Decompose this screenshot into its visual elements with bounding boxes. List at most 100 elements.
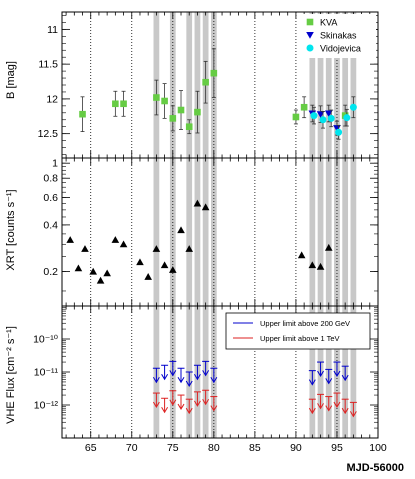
- optical-point: [79, 110, 86, 118]
- shaded-band: [317, 12, 324, 438]
- xrt-point: [177, 226, 185, 234]
- xrt-point: [185, 245, 194, 252]
- optical-point: [185, 123, 193, 131]
- optical-point: [112, 100, 119, 108]
- shaded-band: [186, 12, 193, 438]
- optical-legend: KVA Skinakas Vidojevica: [302, 14, 376, 58]
- upper-limit-arrow: [333, 361, 341, 378]
- y-tick-label: 0.8: [43, 173, 58, 185]
- upper-limit-head: [333, 401, 341, 409]
- x-tick-label: 65: [85, 442, 97, 454]
- upper-limit-head: [185, 407, 193, 415]
- legend-box: [302, 14, 376, 58]
- y-tick-label: 11: [47, 24, 58, 36]
- upper-limit-head: [341, 407, 349, 415]
- x-tick-label: 75: [167, 442, 179, 454]
- optical-point: [343, 114, 351, 122]
- y-tick-label: 10⁻¹¹: [34, 367, 59, 379]
- upper-limit-arrow: [210, 367, 218, 384]
- optical-point: [349, 103, 357, 111]
- optical-point: [327, 114, 335, 122]
- upper-limit-head: [185, 380, 193, 387]
- upper-limit-arrow: [317, 361, 325, 378]
- upper-limit-arrow: [202, 360, 210, 377]
- upper-limit-arrow: [317, 393, 325, 410]
- optical-point: [292, 113, 300, 121]
- optical-point: [153, 94, 160, 101]
- upper-limit-head: [317, 370, 324, 378]
- upper-limit-head: [210, 376, 218, 384]
- xrt-point: [136, 258, 144, 266]
- legend-marker: [306, 18, 314, 26]
- xrt-point: [193, 199, 202, 207]
- upper-limit-arrow: [152, 367, 160, 384]
- legend-marker: [306, 32, 314, 39]
- x-tick-label: 85: [249, 442, 261, 454]
- y-tick-label: 12: [46, 93, 58, 105]
- vhe-ylabel: VHE Flux [cm⁻² s⁻¹]: [5, 326, 17, 424]
- xrt-point: [144, 273, 152, 280]
- upper-limit-head: [152, 376, 160, 384]
- legend-label: KVA: [320, 18, 337, 28]
- xrt-point: [201, 203, 210, 211]
- shaded-band: [342, 12, 349, 438]
- upper-limit-head: [169, 370, 177, 377]
- optical-point: [194, 108, 201, 116]
- xrt-point: [119, 240, 128, 248]
- axis-ticks: 65 70 75 80 85 90 95 100 11 11.5 12 12.5 0.2 0.4 0.6 0.…: [33, 12, 387, 454]
- upper-limit-arrow: [210, 396, 218, 412]
- optical-point: [169, 115, 177, 122]
- upper-limit-head: [177, 403, 185, 411]
- upper-limit-head: [325, 405, 333, 412]
- y-tick-label: 11.5: [38, 59, 58, 71]
- upper-limit-head: [308, 379, 316, 386]
- upper-limit-head: [333, 370, 341, 378]
- legend-box: [225, 312, 371, 350]
- x-tick-label: 90: [290, 442, 302, 454]
- shaded-band: [202, 12, 209, 438]
- optical-point: [210, 69, 218, 77]
- legend-label: Skinakas: [320, 31, 357, 41]
- upper-limit-arrow: [341, 365, 349, 382]
- shaded-band: [350, 12, 357, 438]
- x-tick-label: 80: [208, 442, 220, 454]
- xrt-point: [74, 264, 83, 272]
- upper-limit-arrow: [169, 390, 177, 406]
- optical-point: [300, 103, 308, 111]
- upper-limit-arrow: [202, 389, 210, 406]
- upper-limit-head: [325, 378, 333, 385]
- x-tick-label: 70: [126, 442, 138, 454]
- upper-limit-arrow: [341, 398, 349, 415]
- xrt-point: [111, 236, 120, 243]
- shaded-band: [194, 12, 201, 438]
- upper-limit-arrow: [325, 396, 333, 412]
- upper-limit-arrow: [308, 370, 316, 386]
- x-tick-label: 100: [369, 442, 387, 454]
- optical-point: [319, 116, 327, 124]
- xrt-point: [324, 243, 333, 251]
- upper-limit-arrow: [169, 360, 177, 377]
- optical-point: [161, 97, 168, 105]
- upper-limit-arrow: [161, 364, 169, 381]
- xrt-point: [160, 261, 169, 269]
- legend-label: Upper limit above 1 TeV: [260, 334, 340, 343]
- upper-limit-head: [349, 411, 357, 418]
- x-axis-label: MJD-56000: [347, 462, 404, 474]
- upper-limit-head: [152, 401, 160, 409]
- legend-label: Vidojevica: [320, 44, 361, 54]
- upper-limit-head: [161, 407, 169, 414]
- optical-point: [324, 110, 333, 118]
- upper-limit-head: [177, 376, 185, 384]
- upper-limit-arrow: [152, 392, 160, 409]
- upper-limit-arrow: [193, 391, 201, 407]
- upper-limit-arrow: [185, 371, 193, 387]
- upper-limit-arrow: [177, 394, 185, 411]
- upper-limit-head: [193, 400, 201, 407]
- shaded-band: [309, 12, 316, 438]
- xrt-point: [308, 261, 317, 269]
- optical-point: [316, 111, 325, 118]
- upper-limit-arrow: [325, 368, 333, 385]
- upper-limit-head: [308, 407, 316, 415]
- y-tick-label: 10⁻¹²: [34, 400, 59, 412]
